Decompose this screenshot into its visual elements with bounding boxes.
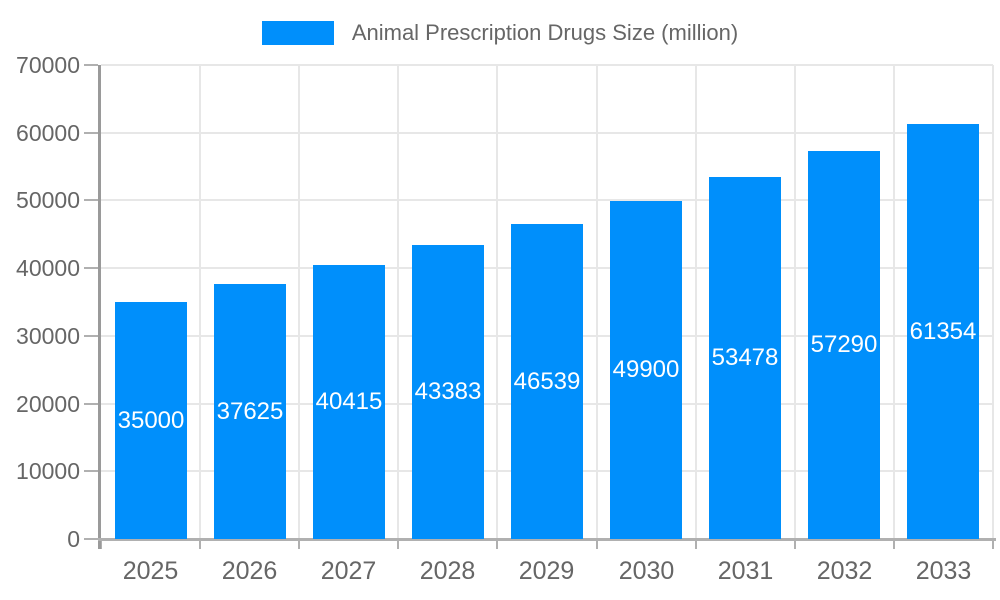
bar-2033[interactable]: 61354 [907, 124, 979, 539]
y-tick-label: 60000 [16, 120, 80, 146]
y-axis-line [98, 65, 101, 549]
y-grid-line [101, 64, 993, 66]
bar-2027[interactable]: 40415 [313, 265, 385, 539]
x-axis-label-2025: 2025 [122, 557, 179, 585]
x-tick-mark [100, 541, 102, 549]
x-tick-mark [496, 541, 498, 549]
bar-2030[interactable]: 49900 [610, 201, 682, 539]
y-tick-label: 40000 [16, 255, 80, 281]
bar-2026[interactable]: 37625 [214, 284, 286, 539]
x-axis-label-2026: 2026 [221, 557, 278, 585]
x-axis-label-2032: 2032 [816, 557, 873, 585]
bar-2032[interactable]: 57290 [808, 151, 880, 539]
bar-2029[interactable]: 46539 [511, 224, 583, 539]
x-tick-mark [298, 541, 300, 549]
x-tick-mark [596, 541, 598, 549]
bar-value-label: 35000 [117, 406, 185, 434]
bar-value-label: 40415 [315, 388, 383, 415]
bar-2031[interactable]: 53478 [709, 177, 781, 539]
x-grid-line [695, 65, 697, 539]
y-tick-mark [84, 403, 98, 405]
y-tick-mark [84, 470, 98, 472]
x-tick-mark [199, 541, 201, 549]
x-axis-label-2029: 2029 [518, 557, 575, 585]
x-axis-label-2027: 2027 [320, 557, 377, 585]
bar-2028[interactable]: 43383 [412, 245, 484, 539]
x-grid-line [397, 65, 399, 539]
bar-value-label: 43383 [414, 378, 482, 405]
x-grid-line [992, 65, 994, 539]
legend-swatch-icon [261, 21, 334, 45]
y-tick-label: 20000 [16, 391, 80, 417]
bar-value-label: 61354 [909, 317, 977, 345]
y-tick-mark [84, 538, 98, 540]
bar-value-label: 57290 [810, 331, 878, 358]
y-tick-mark [84, 64, 98, 66]
legend[interactable]: Animal Prescription Drugs Size (million) [0, 14, 1000, 52]
x-axis-label-2031: 2031 [717, 557, 774, 585]
x-grid-line [794, 65, 796, 539]
bar-value-label: 49900 [612, 356, 680, 383]
y-grid-line [101, 132, 993, 134]
y-tick-label: 10000 [16, 458, 80, 484]
bar-value-label: 46539 [513, 367, 581, 395]
x-tick-mark [695, 541, 697, 549]
y-tick-label: 30000 [16, 323, 80, 349]
y-tick-label: 0 [67, 526, 80, 552]
x-tick-mark [397, 541, 399, 549]
y-tick-mark [84, 267, 98, 269]
x-axis-line [98, 538, 996, 541]
x-grid-line [298, 65, 300, 539]
x-grid-line [496, 65, 498, 539]
x-grid-line [596, 65, 598, 539]
x-axis-label-2033: 2033 [915, 557, 972, 585]
x-tick-mark [992, 541, 994, 549]
bar-2025[interactable]: 35000 [115, 302, 187, 539]
x-tick-mark [893, 541, 895, 549]
y-tick-label: 50000 [16, 187, 80, 213]
x-axis-label-2030: 2030 [618, 557, 675, 585]
x-grid-line [199, 65, 201, 539]
x-tick-mark [794, 541, 796, 549]
legend-label: Animal Prescription Drugs Size (million) [351, 20, 739, 45]
y-tick-mark [84, 132, 98, 134]
y-grid-line [101, 199, 993, 201]
x-axis-label-2028: 2028 [419, 557, 476, 585]
bar-value-label: 37625 [216, 397, 284, 425]
bar-value-label: 53478 [711, 344, 779, 371]
y-tick-mark [84, 199, 98, 201]
y-tick-label: 70000 [16, 52, 80, 78]
x-grid-line [893, 65, 895, 539]
y-tick-mark [84, 335, 98, 337]
